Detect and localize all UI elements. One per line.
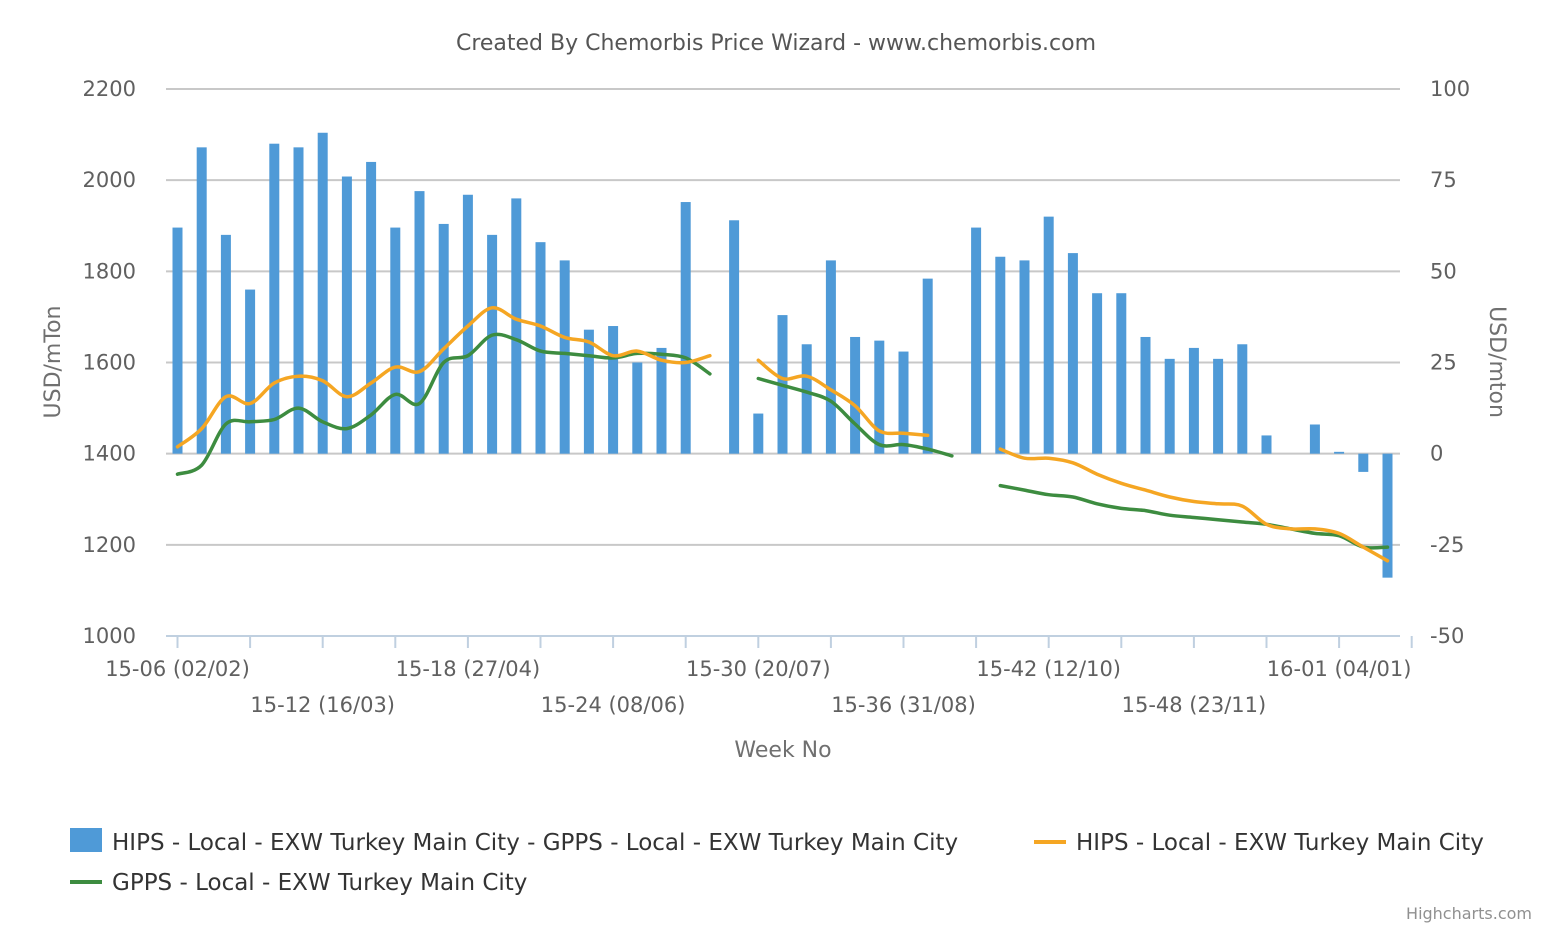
bar[interactable] [753, 413, 764, 454]
bar[interactable] [220, 234, 231, 454]
bar[interactable] [269, 143, 280, 454]
bar[interactable] [583, 329, 594, 454]
x-tick-label: 15-12 (16/03) [250, 693, 395, 717]
bar[interactable] [608, 326, 619, 454]
bar[interactable] [995, 256, 1006, 454]
bar[interactable] [850, 336, 861, 454]
bar[interactable] [922, 278, 933, 454]
bar[interactable] [1213, 358, 1224, 454]
line-hips[interactable] [998, 447, 1390, 563]
y-tick-label-right: 75 [1430, 168, 1457, 192]
bar[interactable] [801, 344, 812, 454]
bar[interactable] [874, 340, 885, 454]
bar[interactable] [1019, 260, 1030, 454]
bar[interactable] [898, 351, 909, 454]
legend-label-gpps: GPPS - Local - EXW Turkey Main City [112, 870, 527, 896]
bar[interactable] [535, 242, 546, 454]
y-tick-label-right: 100 [1430, 77, 1470, 101]
y-tick-label-left: 2200 [83, 77, 136, 101]
bar[interactable] [680, 202, 691, 454]
credit-text[interactable]: Highcharts.com [1406, 904, 1532, 923]
line-series [175, 306, 1390, 563]
bar[interactable] [825, 260, 836, 454]
bar[interactable] [1067, 253, 1078, 454]
y-tick-label-right: -50 [1430, 624, 1464, 648]
y-tick-label-left: 2000 [83, 168, 136, 192]
bar[interactable] [1382, 453, 1393, 578]
chart-title: Created By Chemorbis Price Wizard - www.… [456, 31, 1096, 56]
bar[interactable] [414, 191, 425, 454]
line-gpps[interactable] [756, 376, 954, 458]
legend-item-hips[interactable]: HIPS - Local - EXW Turkey Main City [1034, 830, 1484, 856]
x-axis-title: Week No [734, 738, 831, 763]
line-gpps[interactable] [998, 483, 1390, 550]
legend-item-bar[interactable]: HIPS - Local - EXW Turkey Main City - GP… [70, 828, 958, 856]
bar-series [172, 132, 1393, 578]
x-tick-label: 16-01 (04/01) [1267, 657, 1412, 681]
bar[interactable] [438, 223, 449, 454]
left-y-axis-title: USD/mTon [41, 306, 66, 419]
bar[interactable] [1334, 451, 1345, 454]
legend-item-gpps[interactable]: GPPS - Local - EXW Turkey Main City [70, 870, 527, 896]
y-tick-label-left: 1000 [83, 624, 136, 648]
bar[interactable] [632, 362, 643, 454]
bar[interactable] [1261, 435, 1272, 454]
bar[interactable] [1309, 424, 1320, 454]
bar[interactable] [1043, 216, 1054, 454]
bar[interactable] [390, 227, 401, 454]
x-tick-label: 15-06 (02/02) [105, 657, 250, 681]
x-tick-label: 15-24 (08/06) [541, 693, 686, 717]
y-tick-label-right: -25 [1430, 533, 1464, 557]
y-tick-label-right: 50 [1430, 259, 1457, 283]
x-tick-label: 15-18 (27/04) [396, 657, 541, 681]
y-tick-label-right: 25 [1430, 351, 1457, 375]
line-hips[interactable] [756, 358, 930, 438]
bar[interactable] [196, 147, 207, 454]
bar[interactable] [656, 347, 667, 454]
x-tick-label: 15-36 (31/08) [831, 693, 976, 717]
bar[interactable] [1237, 344, 1248, 454]
y-tick-label-right: 0 [1430, 442, 1443, 466]
y-tick-label-left: 1200 [83, 533, 136, 557]
line-hips[interactable] [175, 306, 712, 449]
bar[interactable] [1188, 347, 1199, 454]
legend-swatch-bar [70, 828, 102, 852]
bar[interactable] [559, 260, 570, 454]
bar[interactable] [1164, 358, 1175, 454]
x-tick-label: 15-30 (20/07) [686, 657, 831, 681]
bar[interactable] [487, 234, 498, 454]
bar[interactable] [366, 161, 377, 454]
bar[interactable] [341, 176, 352, 454]
bar[interactable] [1140, 336, 1151, 454]
legend-label-hips: HIPS - Local - EXW Turkey Main City [1076, 830, 1484, 856]
bar[interactable] [729, 220, 740, 454]
y-tick-label-left: 1800 [83, 259, 136, 283]
bar[interactable] [172, 227, 183, 454]
bar[interactable] [1358, 453, 1369, 472]
bar[interactable] [245, 289, 256, 454]
y-tick-label-left: 1600 [83, 351, 136, 375]
right-y-tick-labels: -50 -25 0 25 50 75 100 [1430, 77, 1470, 648]
bar[interactable] [971, 227, 982, 454]
x-tick-label: 15-48 (23/11) [1122, 693, 1267, 717]
bar[interactable] [293, 147, 304, 454]
legend-label-bar: HIPS - Local - EXW Turkey Main City - GP… [112, 830, 958, 856]
x-axis: 15-06 (02/02)15-12 (16/03)15-18 (27/04)1… [105, 635, 1413, 717]
bar[interactable] [1116, 293, 1127, 454]
left-y-tick-labels: 1000 1200 1400 1600 1800 2000 2200 [83, 77, 136, 648]
bar[interactable] [1092, 293, 1103, 454]
legend: HIPS - Local - EXW Turkey Main City - GP… [70, 828, 1484, 896]
bar[interactable] [511, 198, 522, 454]
x-tick-label: 15-42 (12/10) [976, 657, 1121, 681]
y-tick-label-left: 1400 [83, 442, 136, 466]
bar[interactable] [317, 132, 328, 454]
right-y-axis-title: USD/mton [1484, 306, 1509, 418]
